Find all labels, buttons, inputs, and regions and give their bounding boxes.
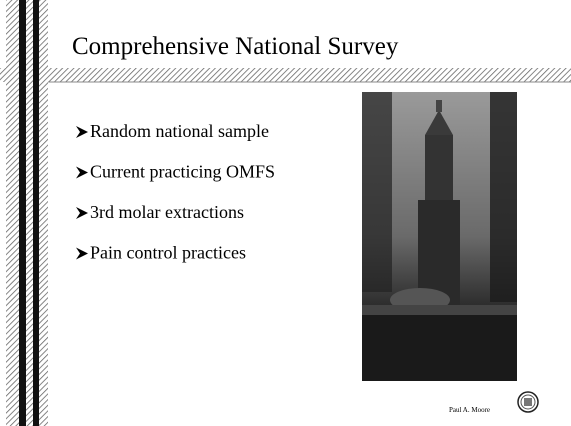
- bullet-text: Pain control practices: [90, 243, 246, 263]
- slide-title: Comprehensive National Survey: [72, 33, 399, 60]
- left-band: [6, 0, 48, 426]
- left-stripe: [19, 0, 26, 426]
- title-band: [0, 68, 571, 82]
- left-stripe: [33, 0, 39, 426]
- footer-text: Paul A. Moore: [449, 406, 490, 414]
- left-stripe: [19, 68, 26, 82]
- bullet-text: Random national sample: [90, 121, 269, 141]
- bullet-text: Current practicing OMFS: [90, 162, 275, 182]
- left-stripe: [33, 68, 39, 82]
- photo: [362, 92, 517, 381]
- bullet-list: Random national sample Current practicing…: [76, 121, 275, 263]
- seal: [517, 391, 539, 413]
- bullet-marker: [76, 207, 88, 219]
- bullet-marker: [76, 166, 88, 179]
- bullet-marker: [76, 126, 88, 138]
- bullet-marker: [76, 247, 88, 260]
- bullet-text: 3rd molar extractions: [90, 202, 244, 222]
